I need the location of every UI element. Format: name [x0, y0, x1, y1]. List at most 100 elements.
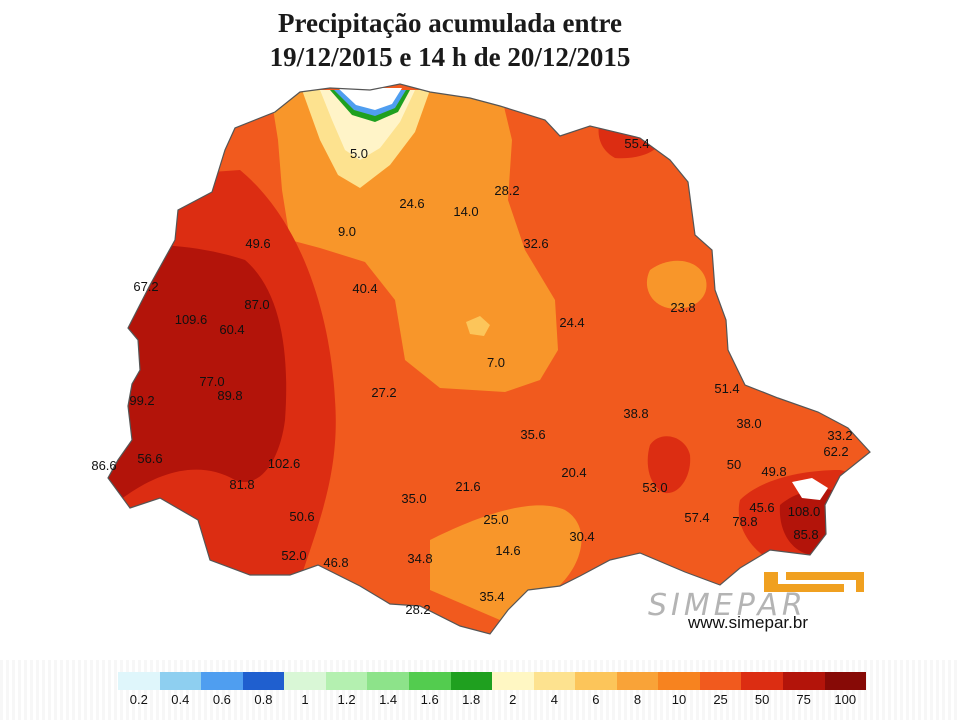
station-value: 38.0	[736, 416, 761, 431]
legend-swatch	[367, 672, 409, 690]
legend-swatch	[824, 672, 867, 690]
station-value: 14.6	[495, 543, 520, 558]
legend-swatch	[118, 672, 160, 690]
station-value: 67.2	[133, 279, 158, 294]
legend-swatch	[783, 672, 825, 690]
legend-swatch	[533, 672, 576, 690]
legend-swatch	[450, 672, 493, 690]
legend-label: 0.6	[212, 692, 231, 707]
legend-swatch	[408, 672, 451, 690]
station-value: 5.0	[350, 146, 368, 161]
legend-label: 1.8	[462, 692, 481, 707]
legend-swatch	[658, 672, 700, 690]
station-value: 32.6	[523, 236, 548, 251]
station-value: 52.0	[281, 548, 306, 563]
station-value: 89.8	[217, 388, 242, 403]
legend-label: 6	[592, 692, 600, 707]
field-10-25-east	[646, 260, 707, 309]
legend-label: 1.4	[379, 692, 398, 707]
station-value: 102.6	[268, 456, 301, 471]
station-value: 55.4	[624, 136, 649, 151]
legend-label: 4	[550, 692, 558, 707]
legend-label: 1	[301, 692, 309, 707]
station-value: 34.8	[407, 551, 432, 566]
simepar-logo-text: SIMEPAR	[648, 588, 807, 623]
legend-swatch	[325, 672, 368, 690]
legend-label: 0.4	[171, 692, 190, 707]
station-value: 49.6	[245, 236, 270, 251]
station-value: 24.4	[559, 315, 584, 330]
station-value: 28.2	[405, 602, 430, 617]
station-value: 27.2	[371, 385, 396, 400]
station-value: 35.6	[520, 427, 545, 442]
precipitation-fields	[108, 84, 870, 634]
station-value: 85.8	[793, 527, 818, 542]
legend-swatch	[616, 672, 659, 690]
field-no-rain	[338, 88, 402, 110]
precipitation-map: 5.0 28.2 24.6 14.0 9.0 49.6 32.6 55.4 67.2 40.4 87…	[91, 83, 871, 635]
legend-background	[0, 660, 960, 720]
legend-label: 0.2	[129, 692, 148, 707]
station-value: 86.6	[91, 458, 116, 473]
legend-labels: 0.2 0.4 0.6 0.8 1 1.2 1.4 1.6 1.8 2 4 6 8 10 25 50 75 100	[118, 692, 866, 708]
station-value: 14.0	[453, 204, 478, 219]
legend-swatch	[741, 672, 783, 690]
station-value: 25.0	[483, 512, 508, 527]
legend-swatch	[575, 672, 617, 690]
legend-label: 75	[796, 692, 811, 707]
station-value: 53.0	[642, 480, 667, 495]
legend-label: 100	[834, 692, 857, 707]
station-value: 56.6	[137, 451, 162, 466]
station-value: 81.8	[229, 477, 254, 492]
station-value: 35.4	[479, 589, 504, 604]
map-title-line-1: Precipitação acumulada entre	[278, 8, 622, 38]
station-value: 38.8	[623, 406, 648, 421]
simepar-url: www.simepar.br	[688, 613, 808, 632]
station-value: 87.0	[244, 297, 269, 312]
station-value: 50	[727, 457, 741, 472]
legend-label: 10	[671, 692, 687, 707]
station-value: 109.6	[175, 312, 208, 327]
station-value: 40.4	[352, 281, 377, 296]
station-value: 7.0	[487, 355, 505, 370]
legend-swatch	[242, 672, 285, 690]
color-legend	[118, 672, 867, 690]
field-75-100-west	[108, 244, 287, 510]
station-labels: 5.0 28.2 24.6 14.0 9.0 49.6 32.6 55.4 67.2 40.4 87…	[91, 136, 852, 617]
legend-label: 50	[754, 692, 770, 707]
legend-swatch	[492, 672, 534, 690]
legend-label: 1.6	[420, 692, 439, 707]
station-value: 50.6	[289, 509, 314, 524]
legend-label: 8	[633, 692, 642, 707]
station-value: 21.6	[455, 479, 480, 494]
station-value: 99.2	[129, 393, 154, 408]
legend-label: 2	[509, 692, 517, 707]
station-value: 46.8	[323, 555, 348, 570]
station-value: 24.6	[399, 196, 424, 211]
station-value: 9.0	[338, 224, 356, 239]
station-value: 77.0	[199, 374, 224, 389]
legend-swatch	[284, 672, 326, 690]
coastal-bay	[792, 478, 828, 500]
legend-label: 0.8	[254, 692, 273, 707]
station-value: 78.8	[732, 514, 757, 529]
legend-label: 25	[713, 692, 728, 707]
station-value: 20.4	[561, 465, 586, 480]
station-value: 30.4	[569, 529, 594, 544]
legend-swatch	[159, 672, 202, 690]
station-value: 33.2	[827, 428, 852, 443]
station-value: 28.2	[494, 183, 519, 198]
legend-swatch	[699, 672, 742, 690]
station-value: 62.2	[823, 444, 848, 459]
station-value: 45.6	[749, 500, 774, 515]
map-title-line-2: 19/12/2015 e 14 h de 20/12/2015	[269, 42, 631, 72]
simepar-logo	[764, 572, 864, 592]
legend-swatch	[201, 672, 243, 690]
station-value: 51.4	[714, 381, 739, 396]
field-8-10	[466, 316, 490, 336]
station-value: 35.0	[401, 491, 426, 506]
station-value: 49.8	[761, 464, 786, 479]
station-value: 60.4	[219, 322, 244, 337]
station-value: 23.8	[670, 300, 695, 315]
station-value: 108.0	[788, 504, 821, 519]
